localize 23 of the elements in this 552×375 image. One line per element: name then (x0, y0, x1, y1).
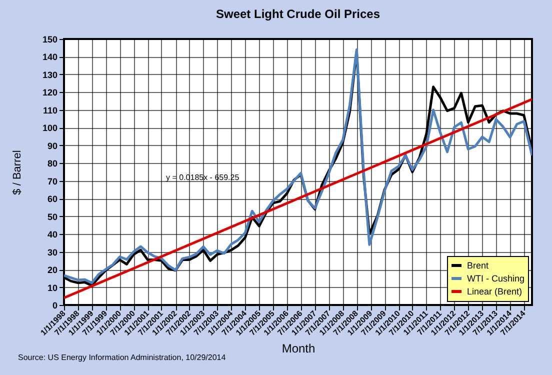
source-note: Source: US Energy Information Administration, 10/29/2014 (18, 353, 226, 362)
y-tick-label: 20 (47, 265, 58, 276)
y-tick-label: 120 (42, 88, 58, 98)
y-tick-label: 60 (47, 194, 58, 204)
y-tick-label: 10 (47, 282, 58, 293)
y-tick-label: 80 (47, 158, 58, 169)
y-tick-label: 130 (42, 70, 58, 80)
x-axis-title: Month (282, 341, 316, 356)
legend-label: Brent (467, 260, 490, 270)
y-axis-title: $ / Barrel (11, 150, 24, 195)
y-tick-label: 110 (42, 105, 58, 116)
y-tick-label: 70 (47, 176, 58, 186)
y-tick-label: 90 (47, 140, 58, 151)
legend-label: Linear (Brent) (467, 286, 522, 296)
legend-label: WTI - Cushing (467, 274, 525, 284)
y-tick-label: 40 (47, 230, 58, 240)
y-tick-label: 100 (42, 123, 58, 134)
y-tick-label: 0 (52, 300, 58, 310)
y-tick-label: 150 (42, 34, 58, 44)
y-tick-label: 140 (42, 52, 58, 62)
y-tick-label: 50 (47, 212, 58, 222)
chart-title: Sweet Light Crude Oil Prices (216, 7, 380, 21)
y-tick-label: 30 (47, 247, 58, 258)
